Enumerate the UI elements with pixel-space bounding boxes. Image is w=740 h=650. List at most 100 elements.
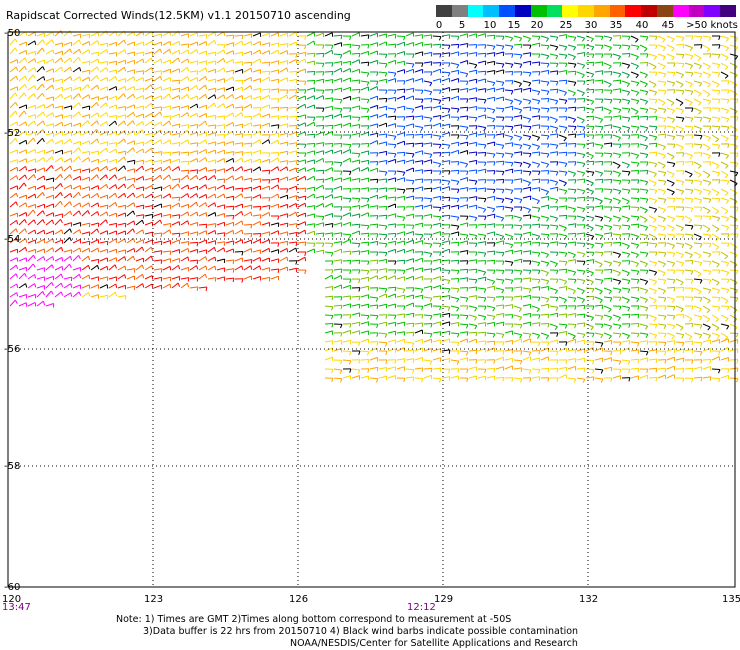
wind-barb	[585, 125, 595, 127]
wind-barb	[162, 193, 171, 199]
wind-barb	[144, 40, 153, 46]
wind-barb-flag	[313, 194, 316, 199]
wind-barb-flag	[205, 256, 208, 261]
wind-barb	[441, 52, 450, 55]
wind-barb-flag	[448, 224, 451, 229]
wind-barb-flag	[384, 234, 388, 239]
wind-barb-flag	[411, 63, 415, 68]
wind-barb-flag	[79, 247, 82, 253]
wind-barb	[675, 197, 684, 200]
wind-barb-flag	[115, 184, 118, 189]
wind-barb	[657, 314, 666, 317]
wind-barb	[261, 222, 270, 226]
wind-barb	[477, 88, 486, 91]
wind-barb-flag	[295, 247, 298, 253]
wind-barb	[351, 259, 361, 262]
wind-barb	[243, 211, 252, 217]
wind-barb	[657, 62, 666, 67]
wind-barb	[639, 241, 649, 244]
wind-barb	[684, 224, 694, 227]
wind-barb	[171, 113, 180, 118]
wind-barb-flag	[358, 205, 361, 210]
wind-barb	[117, 256, 125, 262]
wind-barb-flag	[610, 189, 613, 194]
wind-barb	[189, 103, 198, 109]
wind-barb	[387, 152, 397, 155]
wind-barb	[261, 70, 270, 73]
wind-barb	[540, 251, 549, 255]
wind-barb-flag	[592, 126, 595, 131]
wind-barb-flag	[331, 188, 334, 193]
wind-barb-flag	[545, 163, 550, 168]
wind-barb-flag	[349, 323, 352, 328]
wind-barb-flag	[14, 38, 18, 43]
wind-barb	[225, 166, 234, 172]
wind-barb-flag	[349, 115, 352, 120]
wind-barb	[666, 35, 675, 40]
wind-barb	[558, 53, 567, 56]
wind-barb	[495, 197, 504, 200]
wind-barb-flag	[456, 225, 460, 230]
wind-barb-flag	[654, 243, 658, 248]
wind-barb-flag	[69, 30, 72, 35]
wind-barb	[144, 231, 153, 235]
wind-barb	[36, 167, 45, 172]
wind-barb	[504, 242, 513, 246]
wind-barb	[567, 44, 576, 48]
wind-barb-flag	[79, 67, 82, 72]
wind-barb-flag	[717, 54, 721, 59]
wind-barb	[135, 165, 143, 172]
wind-barb	[63, 66, 71, 73]
wind-barb-flag	[367, 61, 370, 67]
wind-barb	[621, 305, 630, 309]
wind-barb	[81, 114, 90, 118]
wind-barb-flag	[681, 216, 685, 221]
wind-barb	[684, 278, 693, 281]
wind-barb-flag	[708, 270, 712, 276]
wind-barb-flag	[644, 83, 648, 88]
wind-barb	[378, 242, 388, 245]
wind-barb	[297, 229, 306, 235]
wind-barb-flag	[591, 109, 595, 114]
wind-barb	[693, 107, 702, 112]
wind-barb-flag	[367, 250, 370, 255]
wind-barb	[126, 41, 135, 46]
wind-barb	[9, 299, 16, 307]
wind-barb-flag	[528, 82, 532, 87]
wind-barb	[108, 276, 117, 280]
wind-barb	[342, 50, 351, 55]
wind-barb	[63, 150, 72, 154]
wind-barb	[531, 242, 541, 244]
wind-barb	[558, 98, 567, 101]
wind-barb-flag	[295, 203, 298, 208]
wind-barb	[495, 160, 505, 163]
wind-barb-flag	[339, 108, 343, 113]
wind-barb-flag	[331, 243, 334, 248]
wind-barb	[729, 296, 739, 299]
wind-barb	[666, 161, 675, 164]
wind-barb-flag	[690, 72, 694, 77]
wind-barb	[567, 206, 576, 210]
wind-barb-flag	[340, 68, 343, 73]
wind-barb	[504, 62, 513, 65]
wind-barb-flag	[519, 316, 523, 321]
wind-barb-flag	[268, 152, 271, 157]
wind-barb-flag	[169, 166, 172, 171]
wind-barb	[162, 229, 171, 235]
wind-barb	[171, 178, 180, 181]
wind-barb-flag	[680, 227, 684, 232]
wind-barb-flag	[590, 227, 594, 232]
wind-barb-flag	[724, 165, 729, 169]
wind-barb-flag	[592, 142, 595, 147]
wind-barb-flag	[556, 161, 559, 166]
wind-barb	[243, 85, 251, 91]
wind-barb-flag	[601, 99, 604, 104]
wind-barb	[198, 67, 207, 73]
wind-barb	[387, 177, 396, 181]
wind-barb-flag	[448, 313, 451, 318]
wind-barb	[621, 170, 631, 173]
wind-barb-flag	[573, 46, 577, 51]
wind-barb-flag	[483, 297, 487, 302]
wind-barb	[729, 188, 738, 194]
wind-barb	[153, 276, 162, 280]
